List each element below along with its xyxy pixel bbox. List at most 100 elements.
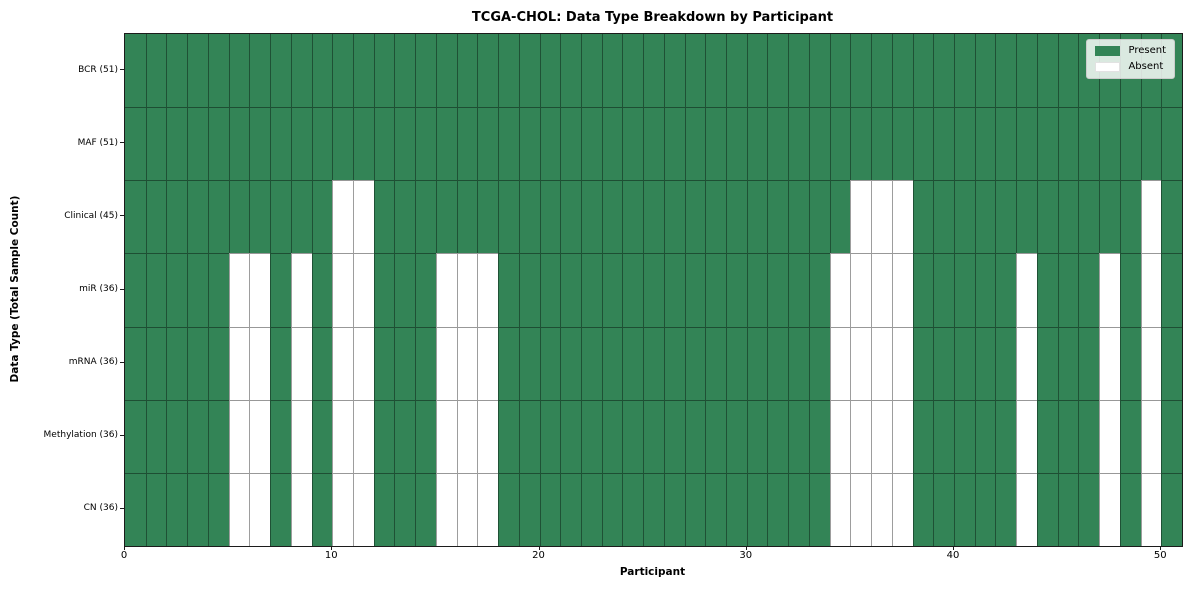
- heatmap-cell: [767, 180, 789, 254]
- heatmap-cell: [1016, 472, 1037, 546]
- heatmap-cell: [1016, 253, 1037, 327]
- heatmap-cell: [187, 107, 208, 181]
- heatmap-cell: [394, 253, 416, 327]
- heatmap-cell: [891, 34, 913, 108]
- heatmap-cell: [1078, 472, 1100, 546]
- heatmap-cell: [228, 180, 250, 254]
- heatmap-cell: [1119, 399, 1141, 473]
- x-tick-label: 30: [739, 550, 753, 561]
- heatmap-cell: [145, 107, 167, 181]
- heatmap-cell: [829, 34, 851, 108]
- heatmap-cell: [207, 253, 229, 327]
- heatmap-cell: [663, 180, 685, 254]
- heatmap-cell: [1119, 180, 1141, 254]
- heatmap-cell: [705, 472, 727, 546]
- heatmap-cell: [560, 472, 581, 546]
- heatmap-cell: [684, 180, 706, 254]
- heatmap-cell: [643, 34, 664, 108]
- x-tick-mark: [953, 546, 955, 550]
- heatmap-cell: [788, 399, 809, 473]
- heatmap-cell: [1140, 107, 1162, 181]
- heatmap-cell: [1057, 253, 1079, 327]
- heatmap-cell: [808, 399, 830, 473]
- heatmap-cell: [746, 253, 768, 327]
- heatmap-cell: [332, 107, 353, 181]
- heatmap-cell: [332, 399, 353, 473]
- heatmap-cell: [498, 180, 519, 254]
- heatmap-cell: [456, 326, 478, 400]
- heatmap-cell: [643, 180, 664, 254]
- heatmap-cell: [850, 326, 872, 400]
- heatmap-cell: [352, 180, 374, 254]
- heatmap-cell: [125, 180, 146, 254]
- heatmap-cell: [829, 399, 851, 473]
- heatmap-cell: [498, 472, 519, 546]
- heatmap-cell: [207, 399, 229, 473]
- heatmap-cell: [1140, 180, 1162, 254]
- heatmap-cell: [560, 253, 581, 327]
- heatmap-cell: [850, 180, 872, 254]
- heatmap-cell: [684, 399, 706, 473]
- heatmap-cell: [891, 180, 913, 254]
- heatmap-cell: [912, 34, 934, 108]
- heatmap-cell: [871, 107, 892, 181]
- heatmap-cell: [145, 472, 167, 546]
- heatmap-cell: [933, 472, 955, 546]
- heatmap-cell: [788, 107, 809, 181]
- heatmap-cell: [974, 107, 996, 181]
- heatmap-cell: [788, 472, 809, 546]
- heatmap-cell: [912, 472, 934, 546]
- heatmap-cell: [622, 253, 644, 327]
- heatmap-cell: [270, 253, 291, 327]
- heatmap-cell: [560, 399, 581, 473]
- heatmap-cell: [207, 326, 229, 400]
- x-tick-label: 20: [532, 550, 545, 561]
- heatmap-cell: [1057, 34, 1079, 108]
- heatmap-cell: [332, 34, 353, 108]
- heatmap-cell: [663, 399, 685, 473]
- heatmap-cell: [1057, 107, 1079, 181]
- heatmap-cell: [352, 326, 374, 400]
- heatmap-cell: [726, 180, 747, 254]
- heatmap-cell: [663, 34, 685, 108]
- heatmap-cell: [560, 180, 581, 254]
- heatmap-cell: [1016, 34, 1037, 108]
- heatmap-cell: [1119, 107, 1141, 181]
- y-tick-mark: [120, 361, 124, 363]
- heatmap-cell: [974, 326, 996, 400]
- heatmap-cell: [684, 326, 706, 400]
- heatmap-cell: [746, 472, 768, 546]
- heatmap-cell: [1140, 399, 1162, 473]
- heatmap-cell: [622, 180, 644, 254]
- heatmap-grid: [125, 34, 1182, 546]
- heatmap-cell: [270, 34, 291, 108]
- heatmap-cell: [166, 399, 188, 473]
- heatmap-cell: [850, 399, 872, 473]
- heatmap-cell: [622, 34, 644, 108]
- heatmap-cell: [311, 472, 333, 546]
- heatmap-cell: [601, 34, 623, 108]
- y-tick-mark: [120, 507, 124, 509]
- heatmap-cell: [1161, 253, 1182, 327]
- heatmap-cell: [477, 399, 499, 473]
- legend-swatch-present-icon: [1095, 46, 1121, 56]
- heatmap-cell: [954, 34, 975, 108]
- heatmap-cell: [974, 34, 996, 108]
- x-tick-mark: [538, 546, 540, 550]
- heatmap-cell: [477, 107, 499, 181]
- heatmap-cell: [415, 107, 436, 181]
- heatmap-cell: [829, 326, 851, 400]
- heatmap-cell: [891, 399, 913, 473]
- y-tick-mark: [120, 288, 124, 290]
- heatmap-cell: [767, 253, 789, 327]
- heatmap-cell: [808, 472, 830, 546]
- heatmap-cell: [166, 253, 188, 327]
- heatmap-cell: [850, 253, 872, 327]
- heatmap-cell: [788, 253, 809, 327]
- heatmap-cell: [290, 399, 312, 473]
- heatmap-cell: [290, 34, 312, 108]
- y-tick-label: CN (36): [83, 503, 118, 514]
- heatmap-cell: [311, 180, 333, 254]
- heatmap-cell: [1078, 107, 1100, 181]
